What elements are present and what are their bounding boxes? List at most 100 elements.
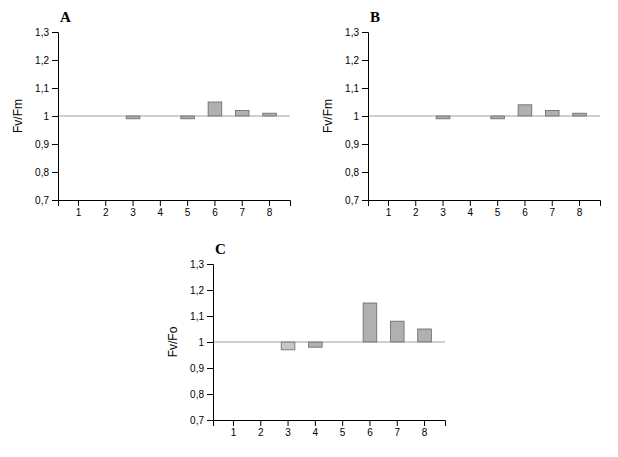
tick-label: 2 — [103, 207, 109, 218]
tick-label: 1 — [43, 111, 49, 122]
tick-label: 0,7 — [35, 195, 49, 206]
tick-label: 1 — [353, 111, 359, 122]
tick-mark — [288, 420, 289, 426]
tick-mark — [52, 60, 58, 61]
y-axis: 0,70,80,911,11,21,3 — [35, 27, 58, 206]
x-axis: 12345678 — [369, 200, 601, 218]
tick-mark — [362, 144, 368, 145]
bar — [309, 342, 323, 347]
panel-label: A — [60, 9, 71, 25]
tick-mark — [388, 200, 389, 206]
tick: 3 — [440, 200, 446, 218]
tick: 1 — [231, 420, 237, 438]
tick-label: 7 — [549, 207, 555, 218]
tick-mark — [187, 200, 188, 206]
tick-label: 0,8 — [35, 167, 49, 178]
tick-mark — [52, 144, 58, 145]
tick: 5 — [185, 200, 191, 218]
tick-label: 0,7 — [190, 415, 204, 426]
tick-mark — [443, 200, 444, 206]
tick-mark — [78, 200, 79, 206]
tick-label: 1,1 — [345, 83, 359, 94]
tick-mark — [52, 32, 58, 33]
tick: 1,2 — [190, 285, 213, 296]
tick-label: 0,8 — [190, 389, 204, 400]
bar — [545, 110, 559, 116]
tick-mark — [160, 200, 161, 206]
tick-mark — [315, 420, 316, 426]
tick: 1 — [198, 337, 213, 348]
tick-label: 2 — [258, 427, 264, 438]
tick-label: 7 — [394, 427, 400, 438]
tick-label: 1,1 — [35, 83, 49, 94]
plot-area — [213, 303, 445, 350]
tick: 0,7 — [345, 195, 368, 206]
tick: 0,9 — [190, 363, 213, 374]
tick-label: 1,2 — [345, 55, 359, 66]
bar — [126, 116, 140, 119]
tick: 3 — [285, 420, 291, 438]
tick: 1 — [43, 111, 58, 122]
tick-label: 3 — [440, 207, 446, 218]
tick-label: 4 — [158, 207, 164, 218]
tick-label: 6 — [212, 207, 218, 218]
tick-label: 8 — [267, 207, 273, 218]
tick-mark — [207, 316, 213, 317]
tick: 2 — [103, 200, 109, 218]
tick-mark — [362, 60, 368, 61]
x-axis: 12345678 — [59, 200, 291, 218]
tick-mark — [397, 420, 398, 426]
tick: 1,1 — [190, 311, 213, 322]
y-axis: 0,70,80,911,11,21,3 — [190, 259, 213, 426]
tick-mark — [207, 420, 213, 421]
panel: 0,70,80,911,11,21,312345678Fv/FoC — [166, 241, 446, 438]
panel: 0,70,80,911,11,21,312345678Fv/FmA — [11, 9, 291, 218]
tick-mark — [233, 420, 234, 426]
tick: 0,9 — [345, 139, 368, 150]
panel-label: C — [215, 241, 226, 257]
tick-label: 8 — [577, 207, 583, 218]
tick-label: 0,9 — [35, 139, 49, 150]
tick-label: 5 — [340, 427, 346, 438]
tick-mark — [214, 200, 215, 206]
tick: 1,3 — [345, 27, 368, 38]
tick-label: 7 — [239, 207, 245, 218]
tick: 0,8 — [345, 167, 368, 178]
axis-line — [207, 265, 214, 421]
tick-mark — [207, 394, 213, 395]
tick-mark — [207, 264, 213, 265]
tick: 1,2 — [345, 55, 368, 66]
tick: 0,7 — [190, 415, 213, 426]
tick-mark — [362, 200, 368, 201]
tick: 2 — [413, 200, 419, 218]
tick-mark — [52, 88, 58, 89]
tick-label: 4 — [468, 207, 474, 218]
bar — [418, 329, 432, 342]
tick-label: 2 — [413, 207, 419, 218]
tick-mark — [424, 420, 425, 426]
bar — [181, 116, 195, 119]
tick: 8 — [267, 200, 273, 218]
bar — [263, 113, 277, 116]
tick-mark — [552, 200, 553, 206]
tick-label: 0,8 — [345, 167, 359, 178]
plot-area — [58, 102, 290, 119]
tick-mark — [242, 200, 243, 206]
tick-mark — [260, 420, 261, 426]
tick-label: 3 — [130, 207, 136, 218]
bar — [491, 116, 505, 119]
tick-label: 1,2 — [190, 285, 204, 296]
bar — [235, 110, 249, 116]
tick-mark — [415, 200, 416, 206]
tick-mark — [362, 88, 368, 89]
panel-label: B — [370, 9, 380, 25]
tick: 7 — [549, 200, 555, 218]
tick: 3 — [130, 200, 136, 218]
axis-line — [52, 33, 59, 201]
tick-mark — [470, 200, 471, 206]
plot-area — [368, 105, 600, 119]
tick-mark — [524, 200, 525, 206]
tick: 2 — [258, 420, 264, 438]
tick: 0,9 — [35, 139, 58, 150]
tick-label: 4 — [313, 427, 319, 438]
